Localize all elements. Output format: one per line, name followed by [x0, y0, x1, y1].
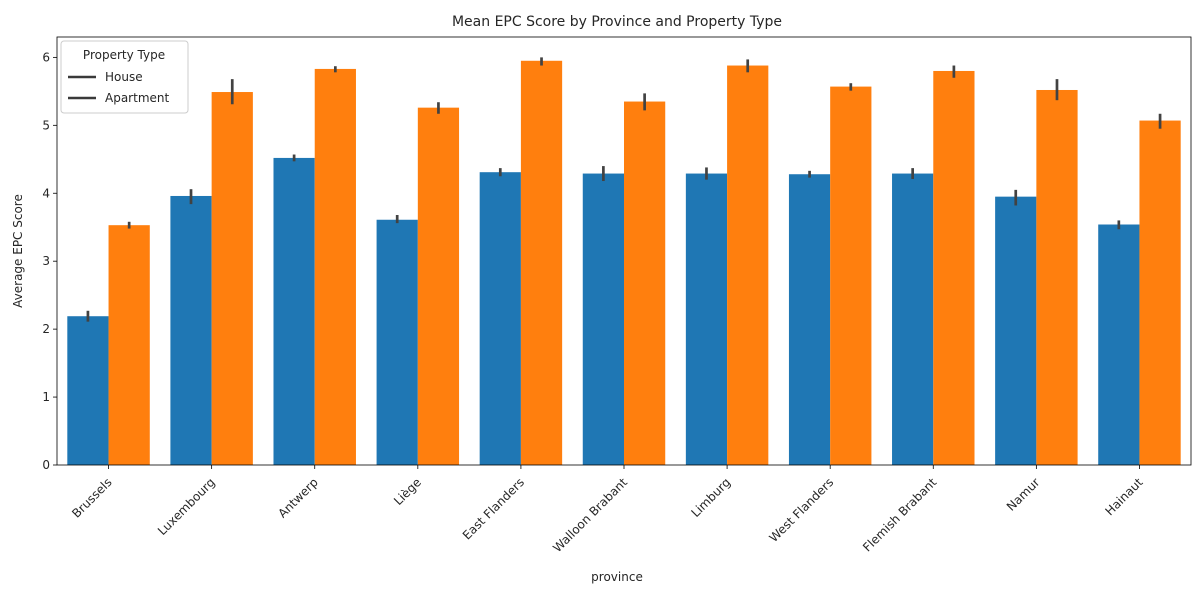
bar-apartment-walloon-brabant [624, 101, 666, 466]
bar-house-antwerp [273, 157, 315, 465]
x-tick-label-flemish-brabant: Flemish Brabant [860, 475, 939, 554]
bar-house-east-flanders [479, 172, 521, 465]
bar-apartment-west-flanders [830, 86, 872, 465]
x-tick-label-west-flanders: West Flanders [767, 475, 837, 545]
bar-house-liege [376, 219, 418, 465]
bar-house-hainaut [1098, 224, 1140, 465]
bar-house-brussels [67, 316, 109, 465]
legend-title: Property Type [83, 48, 165, 62]
legend-box [60, 40, 189, 114]
y-tick-label: 4 [42, 186, 50, 200]
x-tick-label-limburg: Limburg [688, 475, 733, 520]
bar-house-west-flanders [788, 174, 831, 465]
y-axis-label: Average EPC Score [11, 194, 25, 308]
y-tick-label: 6 [42, 50, 50, 64]
chart-title: Mean EPC Score by Province and Property … [452, 14, 782, 30]
plot-frame [56, 36, 1192, 466]
legend-entry-apartment: Apartment [105, 91, 169, 105]
x-tick-label-brussels: Brussels [69, 475, 114, 520]
bar-apartment-hainaut [1139, 120, 1181, 466]
x-tick-label-luxembourg: Luxembourg [155, 475, 218, 538]
bar-house-limburg [685, 173, 728, 466]
x-tick-label-walloon-brabant: Walloon Brabant [550, 475, 630, 555]
x-tick-label-liege: Liège [391, 475, 424, 508]
bar-house-flemish-brabant [892, 173, 934, 466]
x-tick-label-hainaut: Hainaut [1102, 475, 1145, 518]
bar-apartment-brussels [108, 225, 150, 465]
bar-apartment-antwerp [314, 68, 356, 465]
x-axis: Brussels Luxembourg Antwerp Liège East Fland… [69, 465, 1146, 555]
x-axis-label: province [591, 570, 643, 584]
y-tick-label: 1 [42, 390, 50, 404]
x-tick-label-namur: Namur [1004, 475, 1043, 514]
bar-apartment-liege [417, 107, 460, 466]
y-tick-label: 3 [42, 254, 50, 268]
bar-apartment-namur [1036, 89, 1078, 465]
bar-house-luxembourg [170, 195, 212, 465]
bar-apartment-limburg [727, 65, 769, 466]
legend: Property Type House Apartment [60, 40, 189, 114]
y-tick-label: 0 [42, 458, 50, 472]
bar-house-namur [995, 196, 1037, 465]
bar-apartment-east-flanders [520, 60, 563, 466]
bar-house-walloon-brabant [582, 173, 624, 466]
legend-entry-house: House [105, 70, 143, 84]
bars-layer [67, 60, 1181, 466]
y-tick-label: 2 [42, 322, 50, 336]
bar-apartment-flemish-brabant [933, 70, 975, 465]
error-bars-layer [86, 57, 1162, 322]
y-axis: 0 1 2 3 4 5 6 [42, 50, 57, 472]
x-tick-label-east-flanders: East Flanders [460, 475, 527, 542]
x-tick-label-antwerp: Antwerp [275, 475, 320, 520]
bar-apartment-luxembourg [211, 92, 253, 466]
y-tick-label: 5 [42, 118, 50, 132]
